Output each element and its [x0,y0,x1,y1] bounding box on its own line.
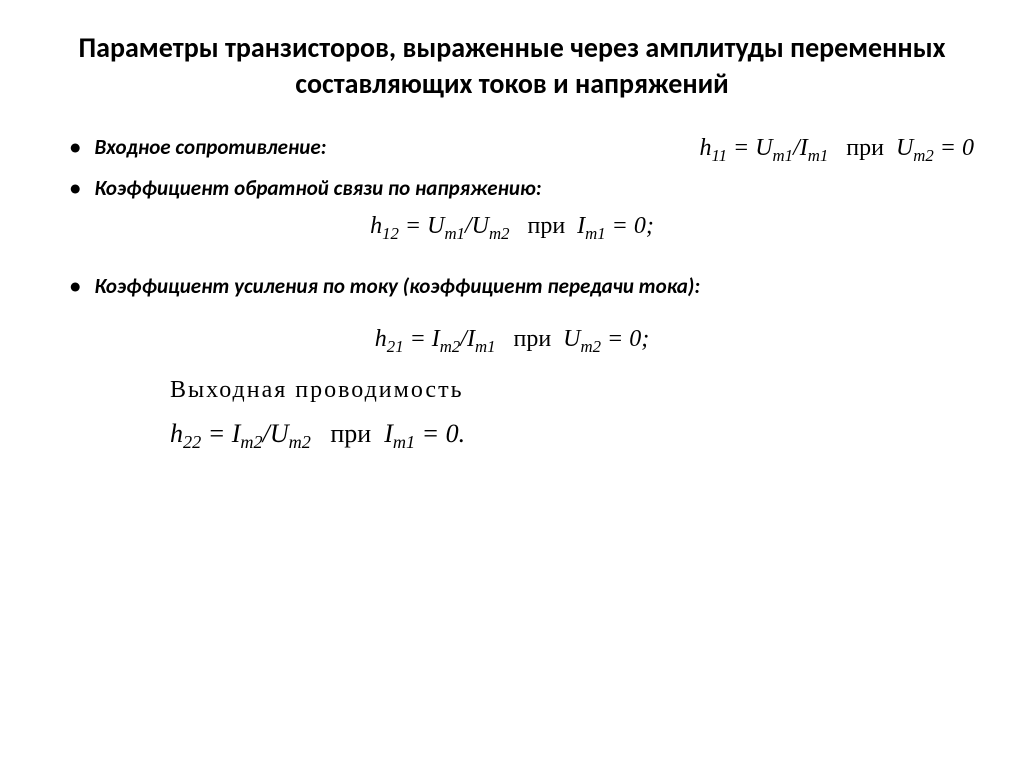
bullet-text-3: Коэффициент усиления по току (коэффициен… [94,272,700,300]
bullet-text-1: Входное сопротивление: [94,133,326,161]
bullet-marker: • [70,133,80,162]
slide-title: Параметры транзисторов, выраженные через… [50,30,974,103]
bullet-item-2: • Коэффициент обратной связи по напряжен… [70,174,974,203]
bullet-item-1: • Входное сопротивление: [70,133,699,162]
bullet-text-2: Коэффициент обратной связи по напряжению… [94,174,541,202]
item-1-row: • Входное сопротивление: h11 = Um1/Im1 п… [50,133,974,166]
formula-1: h11 = Um1/Im1 при Um2 = 0 [699,135,974,166]
item-2-row: • Коэффициент обратной связи по напряжен… [50,174,974,203]
bullet-item-3: • Коэффициент усиления по току (коэффици… [70,272,974,301]
formula-3: h21 = Im2/Im1 при Um2 = 0; [50,326,974,357]
item-3-row: • Коэффициент усиления по току (коэффици… [50,272,974,301]
output-conductance-label: Выходная проводимость [170,377,974,404]
formula-4: h22 = Im2/Um2 при Im1 = 0. [170,419,974,453]
bullet-marker: • [70,174,80,203]
formula-2: h12 = Um1/Um2 при Im1 = 0; [50,213,974,244]
bullet-marker: • [70,272,80,301]
